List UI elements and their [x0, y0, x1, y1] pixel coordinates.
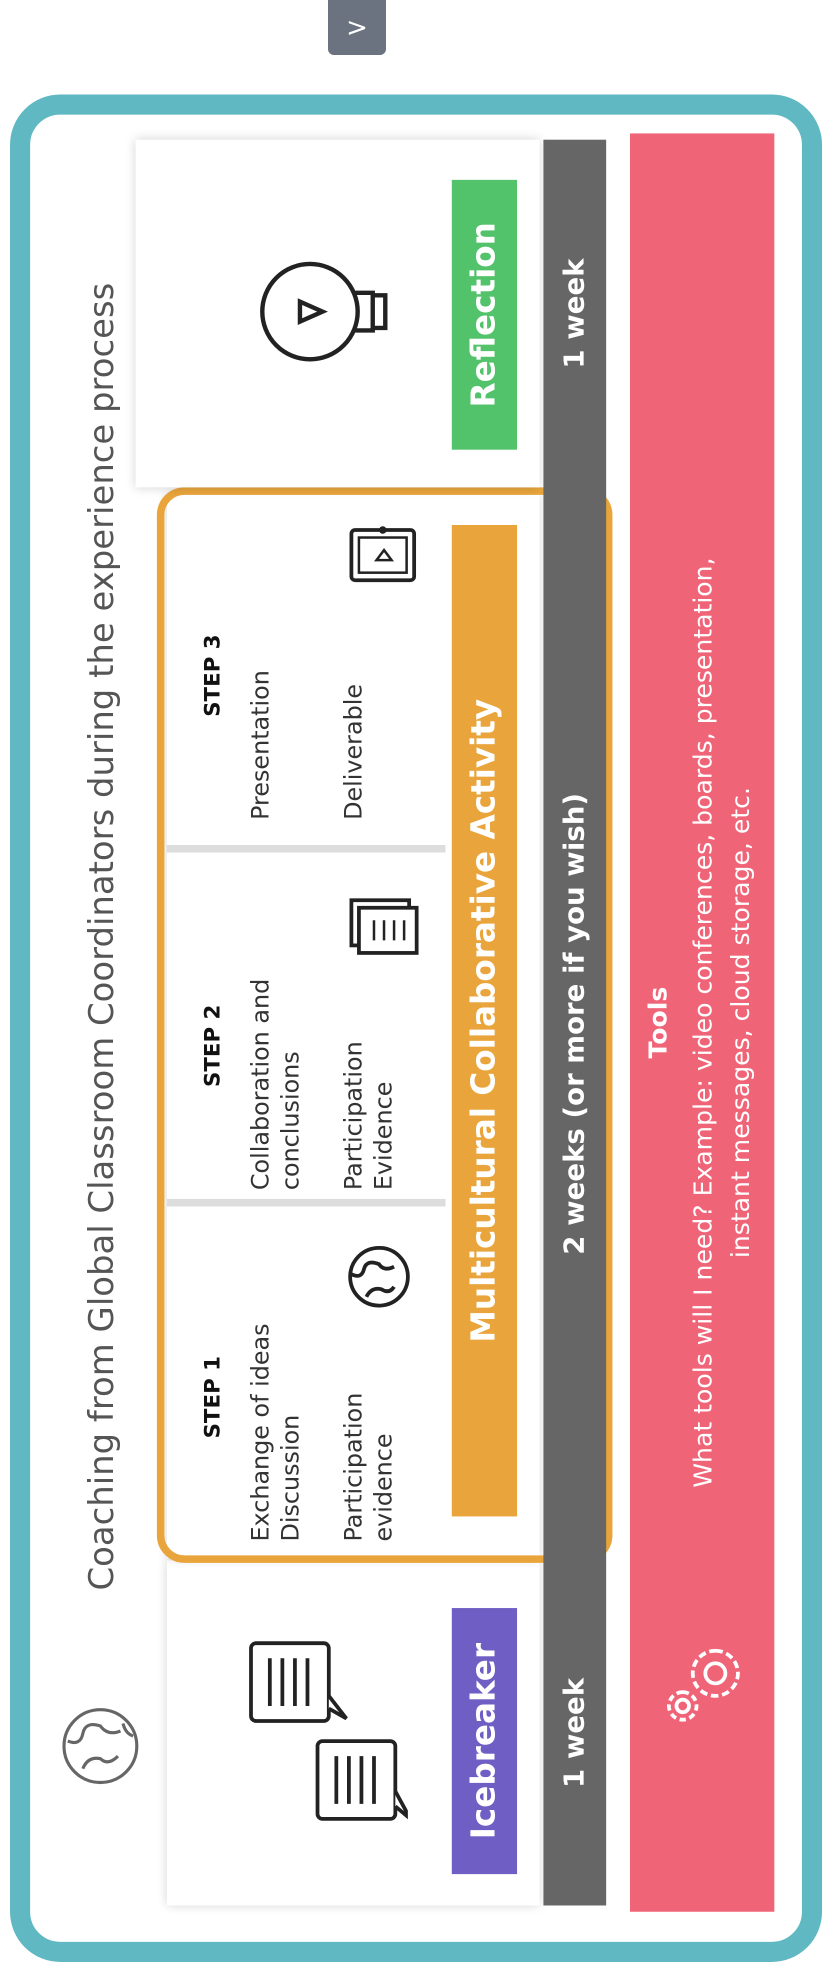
globe-icon	[62, 1708, 139, 1785]
chat-icon	[249, 1641, 408, 1821]
icebreaker-label: Icebreaker	[451, 1608, 518, 1875]
reflection-duration: 1 week	[559, 258, 591, 369]
title: Coaching from Global Classroom Coordinat…	[82, 282, 122, 1591]
step-icon	[349, 898, 419, 955]
next-button[interactable]: >	[328, 0, 386, 55]
step-icon	[349, 526, 417, 583]
tools-line: instant messages, cloud storage, etc.	[725, 787, 756, 1259]
tools-title: Tools	[642, 986, 673, 1059]
reflection-label: Reflection	[451, 179, 518, 450]
infographic: Coaching from Global Classroom Coordinat…	[0, 4, 827, 1972]
activity-duration: 2 weeks (or more if you wish)	[559, 793, 591, 1255]
icebreaker-duration: 1 week	[559, 1677, 591, 1789]
lightbulb-icon	[260, 261, 388, 362]
tools-description: What tools will I need? Example: video c…	[684, 133, 759, 1911]
step-icon	[348, 1245, 410, 1308]
tools-line: What tools will I need? Example: video c…	[687, 557, 718, 1488]
gears-icon	[667, 1648, 740, 1722]
